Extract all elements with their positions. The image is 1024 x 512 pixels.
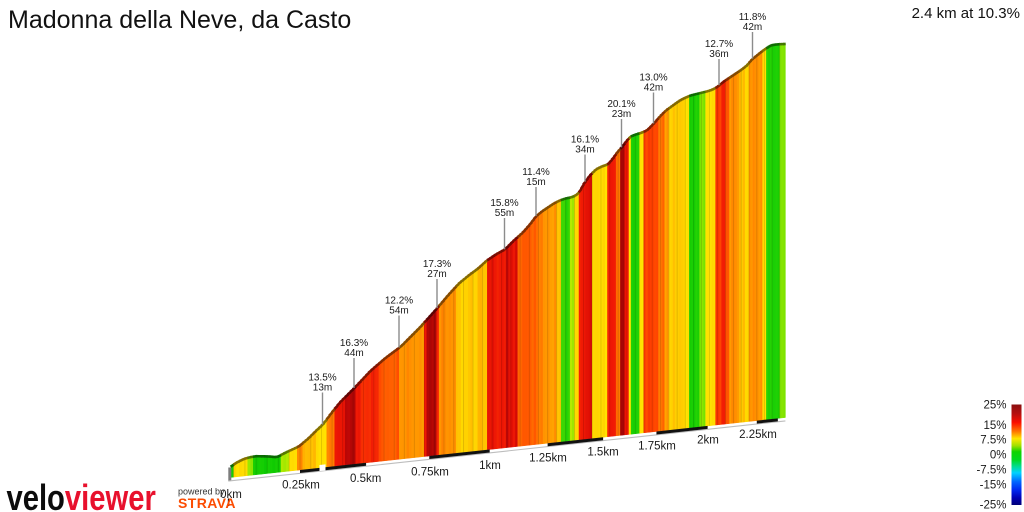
svg-text:12.7%: 12.7% [705, 39, 733, 50]
svg-text:42m: 42m [644, 83, 663, 94]
svg-text:0km: 0km [220, 489, 242, 501]
svg-text:13m: 13m [313, 383, 332, 394]
svg-text:15.8%: 15.8% [490, 198, 518, 209]
svg-text:20.1%: 20.1% [607, 99, 635, 110]
svg-text:0%: 0% [990, 449, 1007, 461]
svg-text:42m: 42m [743, 22, 762, 33]
svg-text:13.5%: 13.5% [308, 373, 336, 384]
svg-text:STRAVA: STRAVA [178, 495, 236, 511]
svg-text:25%: 25% [983, 399, 1006, 411]
svg-text:13.0%: 13.0% [639, 73, 667, 84]
svg-text:44m: 44m [344, 348, 363, 359]
svg-text:16.3%: 16.3% [340, 338, 368, 349]
svg-text:15%: 15% [983, 420, 1006, 432]
svg-text:1km: 1km [479, 460, 501, 472]
svg-text:0.75km: 0.75km [411, 467, 449, 479]
svg-text:34m: 34m [575, 145, 594, 156]
svg-text:-7.5%: -7.5% [976, 465, 1006, 477]
svg-text:powered by: powered by [178, 487, 225, 497]
svg-text:1.25km: 1.25km [529, 453, 567, 465]
svg-text:15m: 15m [526, 177, 545, 188]
svg-text:1.75km: 1.75km [638, 441, 676, 453]
svg-text:veloviewer: veloviewer [6, 478, 155, 512]
svg-text:2.25km: 2.25km [739, 429, 777, 441]
svg-text:1.5km: 1.5km [587, 447, 618, 459]
svg-text:0.5km: 0.5km [350, 473, 381, 485]
svg-text:36m: 36m [709, 49, 728, 60]
svg-text:54m: 54m [389, 306, 408, 317]
svg-text:27m: 27m [427, 269, 446, 280]
svg-text:16.1%: 16.1% [571, 135, 599, 146]
svg-text:0.25km: 0.25km [282, 480, 320, 492]
svg-text:11.8%: 11.8% [739, 12, 767, 23]
svg-text:55m: 55m [495, 208, 514, 219]
svg-text:-25%: -25% [980, 500, 1007, 512]
svg-text:11.4%: 11.4% [522, 167, 550, 178]
svg-text:23m: 23m [612, 109, 631, 120]
svg-text:12.2%: 12.2% [385, 296, 413, 307]
svg-text:Madonna della Neve, da Casto: Madonna della Neve, da Casto [8, 6, 351, 34]
svg-text:-15%: -15% [980, 480, 1007, 492]
svg-text:7.5%: 7.5% [980, 434, 1006, 446]
svg-text:2km: 2km [697, 435, 719, 447]
svg-text:2.4 km at 10.3%: 2.4 km at 10.3% [912, 5, 1020, 22]
svg-text:17.3%: 17.3% [423, 259, 451, 270]
